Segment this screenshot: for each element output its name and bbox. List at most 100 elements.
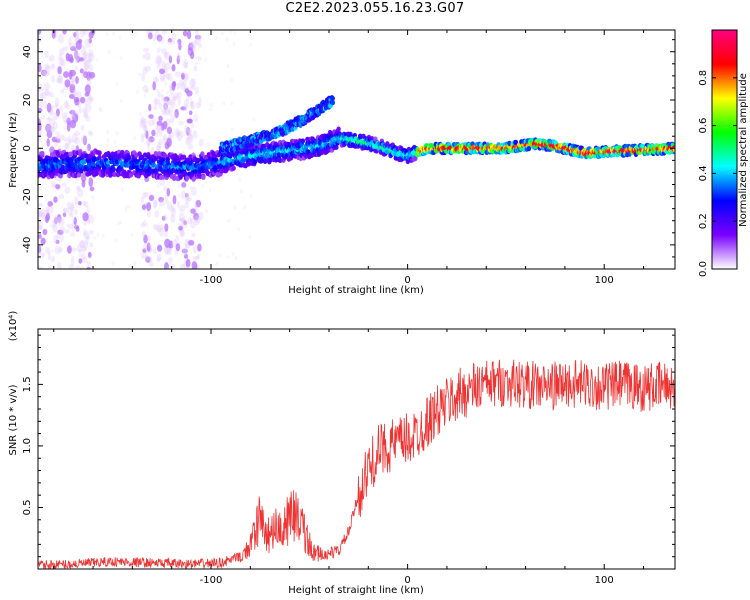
- spectral-point: [99, 106, 103, 111]
- spectral-point: [160, 76, 166, 83]
- spectral-point: [60, 88, 65, 94]
- spectral-point: [50, 249, 54, 254]
- spectral-point: [85, 103, 92, 112]
- spectral-point: [185, 194, 189, 199]
- spectral-point: [191, 260, 198, 269]
- spectral-point: [188, 42, 194, 52]
- spectral-point: [70, 46, 77, 52]
- spectral-point: [159, 73, 166, 81]
- spectral-point: [231, 165, 236, 171]
- spectral-point: [44, 63, 50, 71]
- spectral-point: [151, 162, 156, 168]
- spectral-point: [70, 232, 76, 237]
- spectral-point: [47, 251, 51, 261]
- spectral-point: [178, 56, 182, 60]
- spectral-point: [60, 225, 66, 233]
- spectral-point: [66, 122, 71, 132]
- spectral-point: [175, 243, 181, 252]
- spectral-point: [177, 193, 181, 198]
- spectral-point: [57, 75, 63, 85]
- spectral-point: [57, 235, 61, 240]
- spectral-point: [67, 245, 72, 254]
- spectral-point: [151, 129, 156, 137]
- spectral-point: [172, 173, 177, 179]
- spectral-point: [146, 210, 152, 218]
- spectral-point: [184, 103, 188, 112]
- spectral-point: [86, 95, 93, 105]
- spectral-point: [57, 261, 62, 269]
- spectral-point: [206, 142, 210, 147]
- spectral-point: [39, 91, 44, 99]
- spectral-point: [77, 103, 82, 110]
- spectral-point: [157, 36, 165, 44]
- spectral-point: [165, 156, 170, 162]
- spectral-point: [234, 256, 238, 261]
- spectral-point: [226, 255, 230, 260]
- spectral-point: [85, 115, 91, 122]
- spectrogram-marks: [38, 30, 675, 269]
- spectral-point: [79, 96, 86, 104]
- spectral-point: [526, 146, 532, 152]
- spectral-point: [38, 250, 42, 257]
- spectral-point: [66, 117, 71, 125]
- spectral-point: [153, 97, 158, 108]
- spectral-point: [73, 96, 80, 103]
- spectral-point: [41, 70, 47, 77]
- snr-series-line: [38, 359, 675, 569]
- spectral-point: [70, 255, 75, 266]
- spectral-point: [184, 128, 191, 135]
- spectral-point: [181, 248, 188, 254]
- spectral-point: [189, 96, 193, 101]
- spectral-point: [86, 266, 91, 269]
- spectral-point: [161, 60, 167, 71]
- spectral-point: [38, 266, 44, 269]
- spectral-point: [178, 212, 185, 223]
- spectral-point: [168, 249, 172, 254]
- spectral-point: [145, 256, 151, 263]
- spectral-point: [120, 187, 124, 192]
- spectral-point: [158, 127, 163, 137]
- x-tick-label: -100: [200, 275, 223, 286]
- spectral-point: [62, 46, 69, 52]
- spectral-point: [57, 34, 65, 44]
- spectral-point: [163, 230, 169, 238]
- spectral-point: [84, 38, 91, 49]
- spectral-point: [162, 30, 168, 35]
- spectral-point: [80, 45, 86, 56]
- spectral-point: [348, 131, 353, 137]
- spectral-point: [147, 145, 151, 150]
- spectral-point: [204, 58, 208, 63]
- spectral-point: [214, 36, 218, 41]
- spectral-point: [142, 66, 148, 75]
- spectral-point: [84, 60, 89, 71]
- spectral-point: [145, 254, 150, 262]
- spectral-point: [83, 50, 87, 55]
- spectral-point: [228, 152, 233, 158]
- spectral-point: [184, 88, 190, 94]
- spectral-point: [52, 121, 59, 130]
- spectral-point: [193, 114, 199, 123]
- spectral-point: [38, 86, 44, 92]
- spectral-point: [96, 232, 100, 237]
- spectral-point: [177, 134, 182, 142]
- spectral-point: [44, 89, 50, 96]
- spectral-point: [50, 109, 54, 115]
- spectral-point: [88, 177, 94, 187]
- spectral-point: [49, 92, 54, 98]
- spectral-point: [92, 157, 97, 163]
- spectral-point: [68, 263, 75, 269]
- spectral-point: [38, 234, 42, 239]
- spectral-point: [45, 205, 50, 214]
- spectral-point: [153, 224, 159, 231]
- spectral-point: [195, 56, 202, 61]
- spectral-point: [72, 217, 76, 222]
- spectral-point: [60, 233, 64, 243]
- spectral-point: [67, 135, 72, 146]
- spectral-point: [154, 98, 161, 105]
- spectral-point: [41, 252, 45, 258]
- spectral-point: [57, 217, 62, 226]
- spectral-point: [46, 71, 50, 76]
- spectral-point: [81, 248, 85, 253]
- spectral-point: [82, 30, 89, 35]
